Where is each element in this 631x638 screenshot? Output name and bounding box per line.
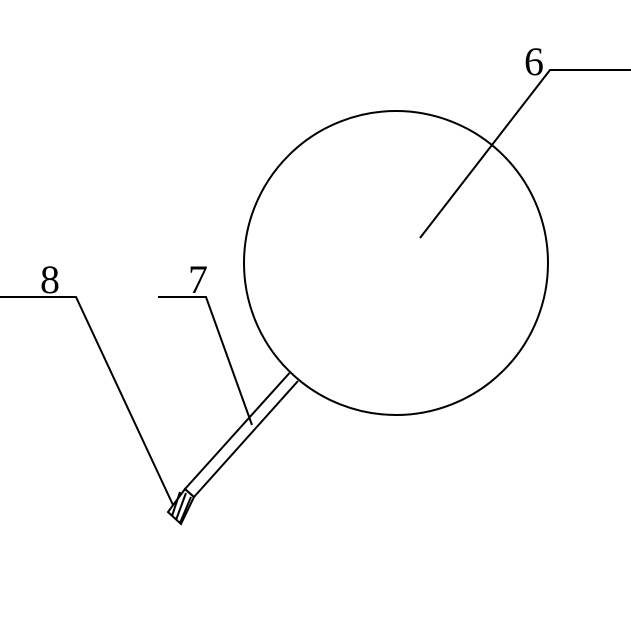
rod-edge-top (185, 373, 290, 489)
label-7: 7 (188, 257, 208, 302)
label-6: 6 (524, 39, 544, 84)
leader-6 (420, 70, 631, 238)
label-8: 8 (40, 257, 60, 302)
rod-edge-bottom (194, 381, 298, 497)
circle-body (244, 111, 548, 415)
leader-8 (0, 297, 173, 505)
tip-separator (185, 489, 194, 497)
tip-hatch-2 (180, 497, 191, 523)
technical-diagram: 6 7 8 (0, 0, 631, 638)
leader-7 (158, 297, 252, 425)
